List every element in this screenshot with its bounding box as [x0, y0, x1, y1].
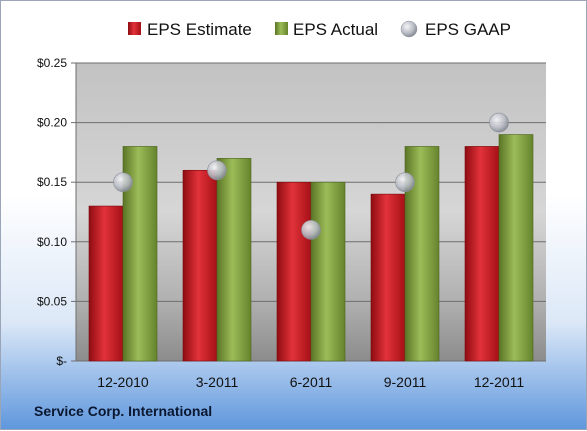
gaap-marker	[113, 172, 133, 192]
legend-swatch-gaap	[400, 20, 418, 38]
gaap-marker	[301, 220, 321, 240]
y-tick-label: $-	[56, 354, 67, 368]
y-tick-label: $0.25	[37, 56, 67, 70]
x-tick-label: 9-2011	[384, 374, 427, 390]
x-axis: 12-2010 3-2011 6-2011 9-2011 12-2011	[97, 374, 524, 390]
y-axis: $- $0.05 $0.10 $0.15 $0.20 $0.25	[37, 56, 77, 368]
legend: EPS Estimate EPS Actual EPS GAAP	[128, 20, 511, 39]
actual-bar	[310, 181, 346, 362]
gaap-markers	[113, 112, 509, 240]
x-tick-label: 12-2011	[474, 374, 525, 390]
actual-bar	[498, 134, 534, 362]
estimate-bar	[182, 169, 218, 362]
estimate-bar	[88, 205, 124, 362]
gaap-marker	[207, 160, 227, 181]
legend-label-gaap: EPS GAAP	[425, 20, 511, 39]
gaap-marker	[395, 172, 415, 192]
estimate-bar	[464, 146, 500, 362]
y-tick-label: $0.05	[37, 294, 67, 308]
legend-label-actual: EPS Actual	[293, 20, 378, 39]
x-tick-label: 12-2010	[97, 374, 149, 390]
legend-label-estimate: EPS Estimate	[147, 20, 252, 39]
estimate-bar	[276, 181, 312, 362]
y-tick-label: $0.20	[37, 116, 67, 130]
y-tick-label: $0.10	[37, 235, 67, 249]
bars	[88, 134, 534, 362]
legend-swatch-estimate	[128, 22, 141, 35]
gaap-marker	[489, 112, 509, 133]
estimate-bar	[370, 193, 406, 362]
x-tick-label: 6-2011	[290, 374, 333, 390]
actual-bar	[216, 158, 252, 362]
company-name: Service Corp. International	[34, 403, 212, 419]
x-tick-label: 3-2011	[196, 374, 239, 390]
legend-swatch-actual	[275, 22, 288, 35]
y-tick-label: $0.15	[37, 175, 67, 189]
